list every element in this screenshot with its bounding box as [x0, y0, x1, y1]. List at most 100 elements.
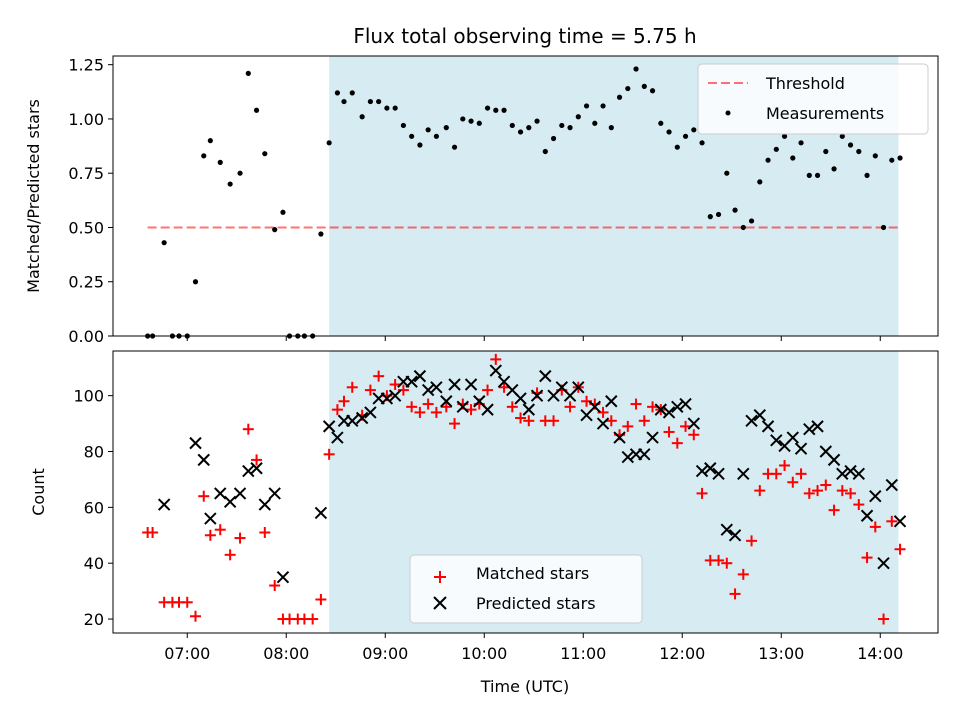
predicted-star-point — [572, 381, 585, 394]
measurement-point — [253, 107, 260, 113]
bottom-x-tick-label: 14:00 — [857, 644, 903, 663]
measurement-point — [376, 98, 382, 105]
measurement-point — [839, 133, 845, 139]
measurement-point — [201, 153, 207, 159]
bottom-x-tick-label: 12:00 — [659, 644, 705, 663]
matched-star-point — [323, 448, 335, 460]
measurement-point — [682, 133, 689, 139]
predicted-star-point — [720, 523, 734, 536]
measurement-point — [823, 148, 829, 155]
measurement-point — [897, 155, 903, 161]
matched-star-point — [713, 554, 725, 566]
matched-star-point — [770, 468, 782, 480]
measurement-point — [237, 170, 243, 176]
matched-star-point — [787, 476, 799, 488]
matched-star-point — [307, 613, 319, 625]
bottom-y-tick-label: 60 — [84, 498, 104, 517]
matched-star-point — [498, 381, 510, 393]
predicted-star-point — [380, 392, 394, 405]
bottom-legend: Matched stars Predicted stars — [409, 554, 643, 624]
predicted-star-point — [704, 462, 717, 475]
measurement-point — [608, 125, 614, 131]
predicted-star-point — [522, 403, 536, 416]
bottom-y-tick-label: 100 — [73, 387, 104, 406]
matched-star-point — [696, 487, 708, 499]
predicted-star-point — [761, 420, 775, 433]
top-y-tick-label: 0.00 — [68, 327, 104, 346]
predicted-star-point — [481, 403, 494, 416]
predicted-star-point — [836, 467, 849, 481]
matched-star-points — [142, 353, 906, 625]
measurement-point — [880, 224, 887, 231]
predicted-star-point — [811, 420, 824, 433]
top-y-tick-label: 1.25 — [68, 56, 104, 75]
predicted-star-point — [745, 414, 758, 428]
measurement-point — [559, 122, 565, 129]
matched-star-point — [373, 370, 385, 382]
matched-star-point — [548, 415, 560, 427]
predicted-star-point — [322, 420, 336, 433]
measurement-point — [484, 105, 491, 111]
measurement-point — [460, 116, 466, 122]
measurement-point — [658, 120, 664, 126]
measurement-point — [207, 138, 213, 144]
matched-star-point — [204, 529, 216, 541]
predicted-star-point — [189, 436, 202, 450]
measurement-point — [451, 144, 458, 150]
matched-star-point — [721, 557, 733, 569]
matched-star-point — [564, 401, 576, 413]
matched-star-point — [440, 401, 452, 413]
predicted-star-point — [268, 487, 281, 500]
measurement-point — [567, 125, 573, 131]
measurement-point — [367, 98, 373, 105]
measurement-point — [748, 218, 755, 224]
matched-star-point — [315, 593, 327, 605]
matched-star-point — [389, 379, 401, 391]
measurement-point — [476, 120, 482, 126]
matched-star-point — [515, 412, 527, 424]
matched-star-point — [198, 490, 210, 502]
bottom-y-tick-label: 40 — [84, 554, 104, 573]
matched-star-point — [779, 459, 791, 471]
measurement-point — [757, 179, 763, 185]
bottom-panel: 20 40 60 80 100 07:00 08:00 09:00 10:00 11:00 12:… — [29, 350, 939, 696]
predicted-star-point — [448, 378, 461, 391]
matched-star-point — [795, 468, 807, 480]
measurement-point — [501, 107, 507, 113]
top-y-tick-label: 0.75 — [68, 164, 104, 183]
matched-star-point — [828, 504, 840, 516]
predicted-star-point — [621, 450, 635, 464]
measurement-point — [625, 85, 631, 92]
measurement-point — [583, 103, 590, 109]
measurement-point — [641, 83, 647, 89]
matched-star-point — [414, 406, 426, 418]
measurement-point — [227, 181, 233, 187]
top-measurement-points — [145, 66, 903, 339]
matched-star-point — [812, 485, 824, 497]
predicted-star-point — [770, 434, 783, 447]
matched-star-point — [422, 398, 434, 410]
measurement-point — [425, 127, 431, 133]
predicted-star-point — [157, 498, 171, 511]
matched-star-point — [803, 487, 815, 499]
predicted-star-point — [539, 369, 552, 383]
measurement-point — [272, 227, 278, 233]
predicted-star-point — [654, 403, 668, 416]
top-panel: 0.00 0.25 0.50 0.75 1.00 1.25 Matched/Predict… — [24, 55, 939, 346]
measurement-point — [616, 94, 623, 100]
matched-star-point — [224, 549, 236, 561]
bottom-y-axis-label: Count — [29, 468, 48, 516]
matched-star-point — [331, 404, 343, 416]
matched-star-point — [647, 401, 659, 413]
predicted-star-point — [430, 381, 443, 394]
measurement-point — [715, 211, 722, 218]
bottom-x-tick-label: 09:00 — [362, 644, 408, 663]
measurement-point — [707, 214, 713, 220]
predicted-star-point — [613, 431, 626, 444]
matched-star-point — [894, 543, 906, 555]
predicted-star-point — [388, 389, 402, 402]
predicted-star-point — [695, 464, 709, 478]
top-y-tick-label: 1.00 — [68, 110, 104, 129]
measurement-point — [417, 142, 423, 148]
matched-star-point — [680, 420, 692, 432]
